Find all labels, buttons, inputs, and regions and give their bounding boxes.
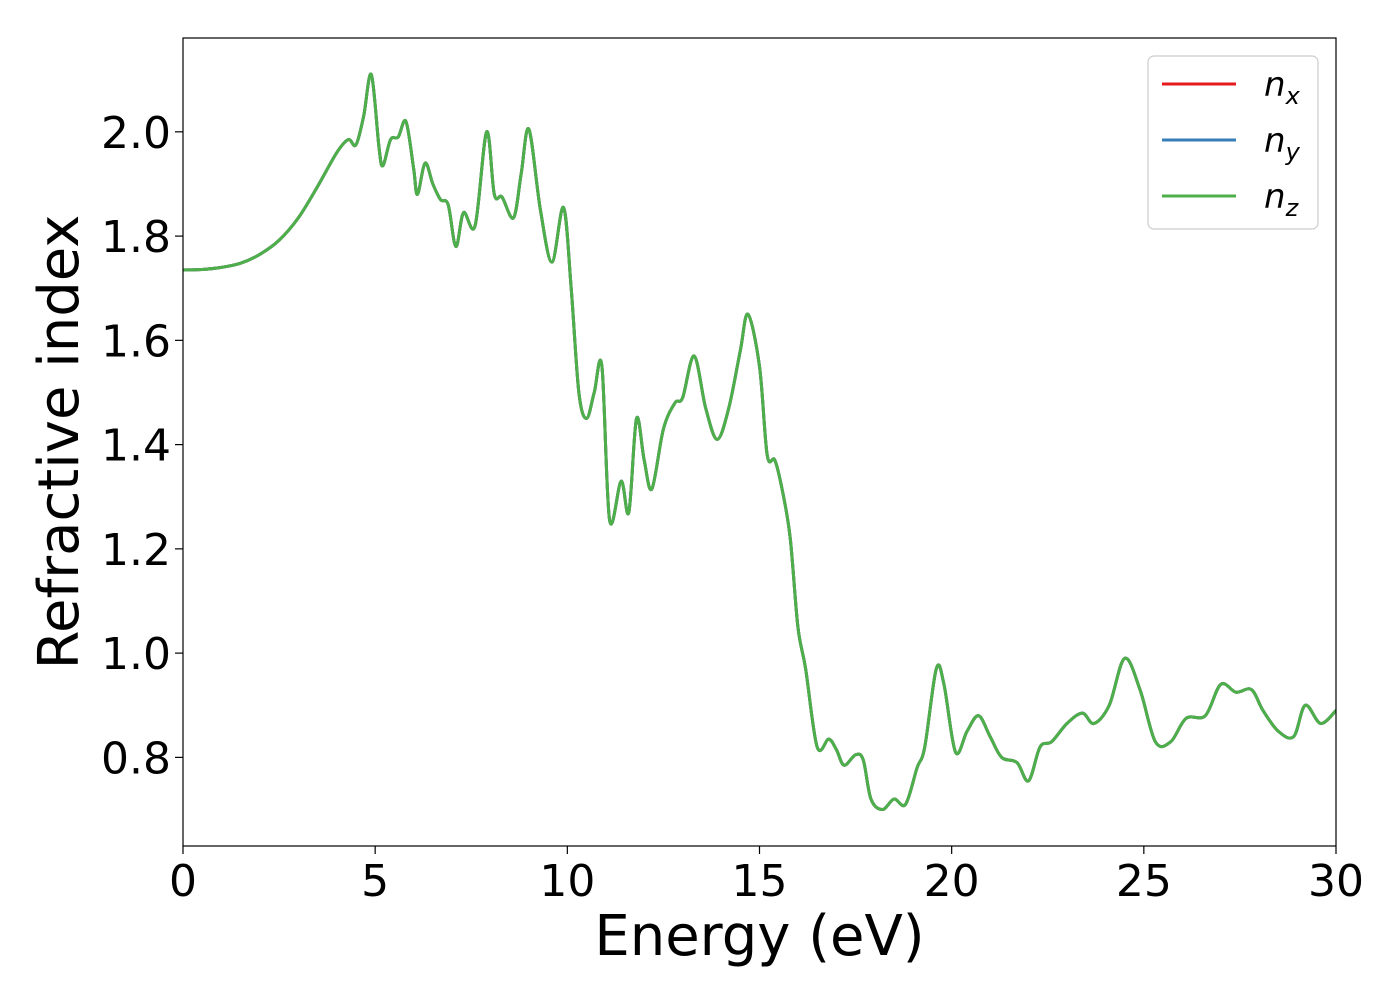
legend-label-nx: nx <box>1264 65 1301 110</box>
y-tick-label: 1.0 <box>101 629 171 680</box>
legend-label-base: n <box>1264 65 1286 105</box>
x-axis-ticks: 0 5 10 15 20 25 30 <box>169 846 1364 907</box>
y-tick-label: 0.8 <box>101 733 171 784</box>
y-tick-label: 2.0 <box>101 108 171 159</box>
x-tick-label: 10 <box>539 856 595 907</box>
legend-label-subscript: y <box>1285 138 1301 166</box>
x-tick-label: 15 <box>732 856 788 907</box>
legend-label-base: n <box>1264 121 1286 161</box>
legend-box <box>1147 55 1319 230</box>
x-tick-label: 0 <box>169 856 197 907</box>
legend-label-subscript: z <box>1285 194 1300 222</box>
x-tick-label: 20 <box>924 856 980 907</box>
y-tick-label: 1.8 <box>101 212 171 263</box>
legend-label-ny: ny <box>1264 121 1301 166</box>
y-axis-label: Refractive index <box>27 215 92 670</box>
legend-label-nz: nz <box>1264 177 1300 222</box>
y-tick-label: 1.4 <box>101 421 171 472</box>
series-line-n-z <box>183 72 1336 812</box>
legend-label-subscript: x <box>1285 82 1301 110</box>
legend-label-base: n <box>1264 177 1286 217</box>
x-axis-label: Energy (eV) <box>594 904 924 969</box>
x-tick-label: 5 <box>361 856 389 907</box>
x-tick-label: 25 <box>1116 856 1172 907</box>
y-tick-label: 1.2 <box>101 525 171 576</box>
series-layer <box>183 72 1336 812</box>
y-tick-label: 1.6 <box>101 316 171 367</box>
x-tick-label: 30 <box>1308 856 1364 907</box>
y-axis-ticks: 0.8 1.0 1.2 1.4 1.6 1.8 2.0 <box>101 108 183 784</box>
